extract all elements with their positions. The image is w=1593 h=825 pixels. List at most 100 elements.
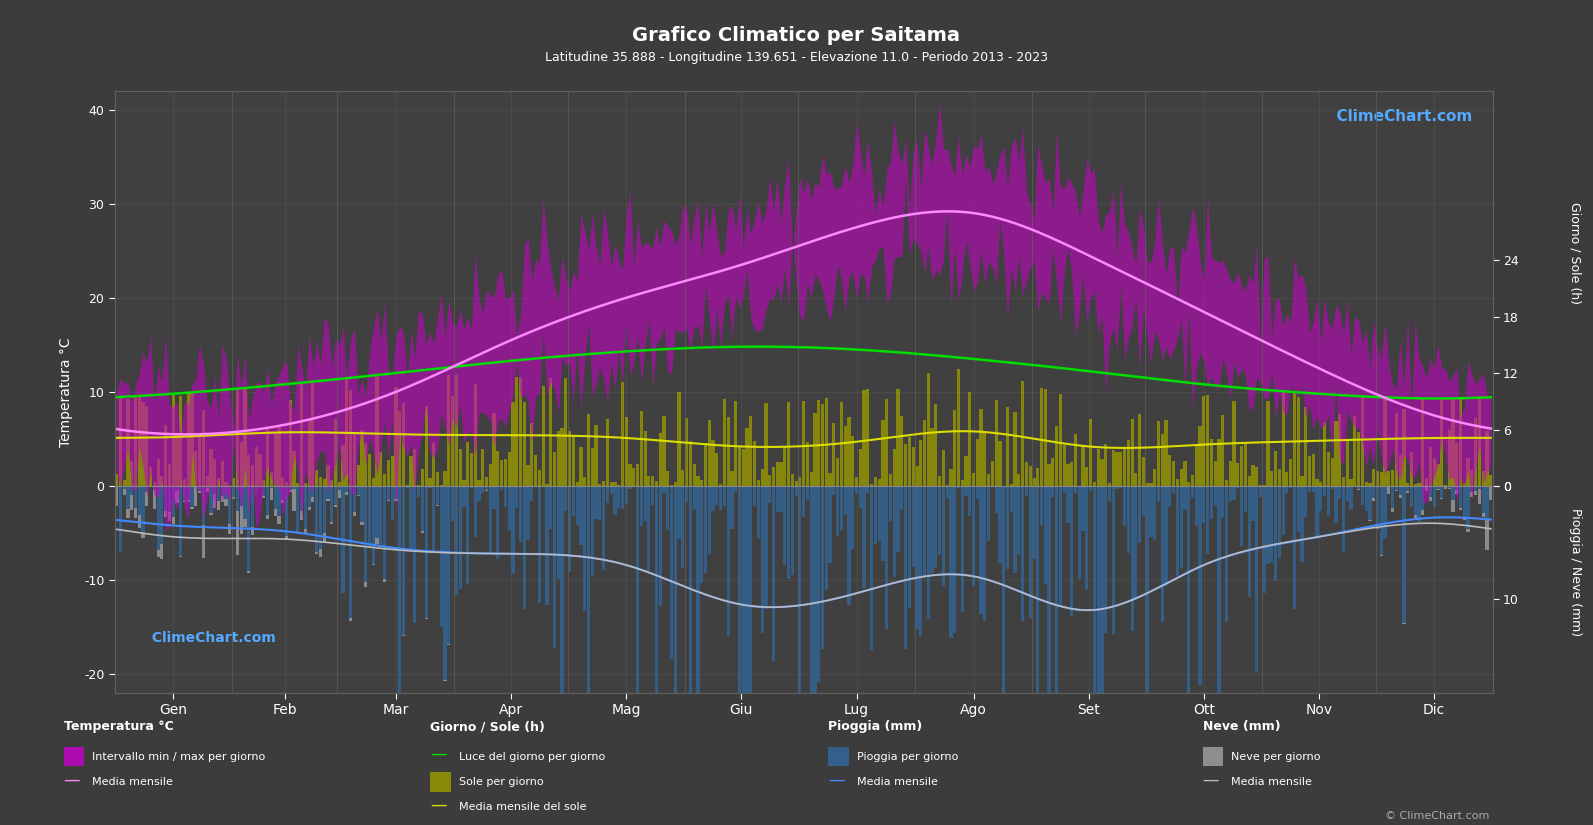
Bar <box>677 392 680 486</box>
Bar <box>134 486 137 508</box>
Bar <box>1454 490 1458 493</box>
Bar <box>1263 486 1266 593</box>
Bar <box>1368 520 1372 521</box>
Bar <box>746 428 749 486</box>
Bar <box>1372 486 1375 498</box>
Bar <box>1346 486 1349 501</box>
Bar <box>462 486 465 507</box>
Bar <box>357 465 360 486</box>
Bar <box>569 486 572 572</box>
Bar <box>1407 483 1410 486</box>
Bar <box>191 486 194 507</box>
Bar <box>795 480 798 486</box>
Bar <box>933 404 937 486</box>
Bar <box>1055 486 1058 768</box>
Bar <box>209 486 212 513</box>
Bar <box>1474 491 1477 495</box>
Bar <box>1426 486 1429 491</box>
Bar <box>357 486 360 495</box>
Bar <box>503 459 507 486</box>
Bar <box>1346 439 1349 486</box>
Bar <box>236 512 239 555</box>
Bar <box>647 486 650 571</box>
Bar <box>417 485 421 486</box>
Text: Media mensile: Media mensile <box>92 777 174 787</box>
Bar <box>1048 464 1051 486</box>
Bar <box>172 394 175 486</box>
Bar <box>421 469 424 486</box>
Bar <box>1225 486 1228 622</box>
Bar <box>1161 486 1164 622</box>
Text: Giorno / Sole (h): Giorno / Sole (h) <box>1569 202 1582 304</box>
Bar <box>696 486 699 746</box>
Bar <box>1051 458 1055 486</box>
Bar <box>1142 486 1145 516</box>
Bar <box>1176 486 1179 576</box>
Bar <box>599 483 602 486</box>
Bar <box>360 522 363 525</box>
Bar <box>594 486 597 520</box>
Bar <box>205 486 209 488</box>
Bar <box>586 414 589 486</box>
Bar <box>293 451 296 486</box>
Text: —: — <box>828 771 844 789</box>
Bar <box>938 476 941 486</box>
Bar <box>398 412 401 486</box>
Bar <box>335 505 338 507</box>
Bar <box>1010 484 1013 486</box>
Bar <box>236 389 239 486</box>
Bar <box>820 486 824 648</box>
Bar <box>1002 486 1005 812</box>
Bar <box>191 393 194 486</box>
Bar <box>674 482 677 486</box>
Bar <box>851 486 854 549</box>
Bar <box>263 486 266 496</box>
Bar <box>1462 483 1466 486</box>
Bar <box>153 482 156 486</box>
Bar <box>768 475 771 486</box>
Bar <box>1164 420 1168 486</box>
Bar <box>983 486 986 621</box>
Bar <box>1198 486 1201 685</box>
Bar <box>847 417 851 486</box>
Bar <box>647 476 650 486</box>
Bar <box>1096 486 1099 825</box>
Bar <box>178 396 182 486</box>
Bar <box>307 507 311 510</box>
Bar <box>927 373 930 486</box>
Bar <box>360 486 363 522</box>
Bar <box>1063 486 1066 493</box>
Bar <box>749 486 752 825</box>
Bar <box>957 369 961 486</box>
Bar <box>644 486 647 521</box>
Bar <box>315 552 319 554</box>
Bar <box>892 449 895 486</box>
Bar <box>421 530 424 533</box>
Bar <box>467 486 470 584</box>
Bar <box>417 486 421 497</box>
Bar <box>186 486 190 500</box>
Bar <box>1338 414 1341 486</box>
Bar <box>1451 500 1454 512</box>
Bar <box>1467 529 1470 532</box>
Bar <box>327 465 330 486</box>
Bar <box>1222 486 1225 518</box>
Bar <box>723 486 726 507</box>
Bar <box>269 473 272 486</box>
Bar <box>462 479 465 486</box>
Bar <box>916 466 919 486</box>
Bar <box>123 479 126 486</box>
Bar <box>221 496 225 502</box>
Bar <box>693 464 696 486</box>
Bar <box>991 461 994 486</box>
Bar <box>1217 440 1220 486</box>
Bar <box>628 464 631 486</box>
Bar <box>1018 486 1021 554</box>
Bar <box>655 481 658 486</box>
Bar <box>1236 464 1239 486</box>
Bar <box>602 481 605 486</box>
Bar <box>1467 458 1470 486</box>
Bar <box>723 399 726 486</box>
Bar <box>1195 446 1198 486</box>
Bar <box>550 378 553 486</box>
